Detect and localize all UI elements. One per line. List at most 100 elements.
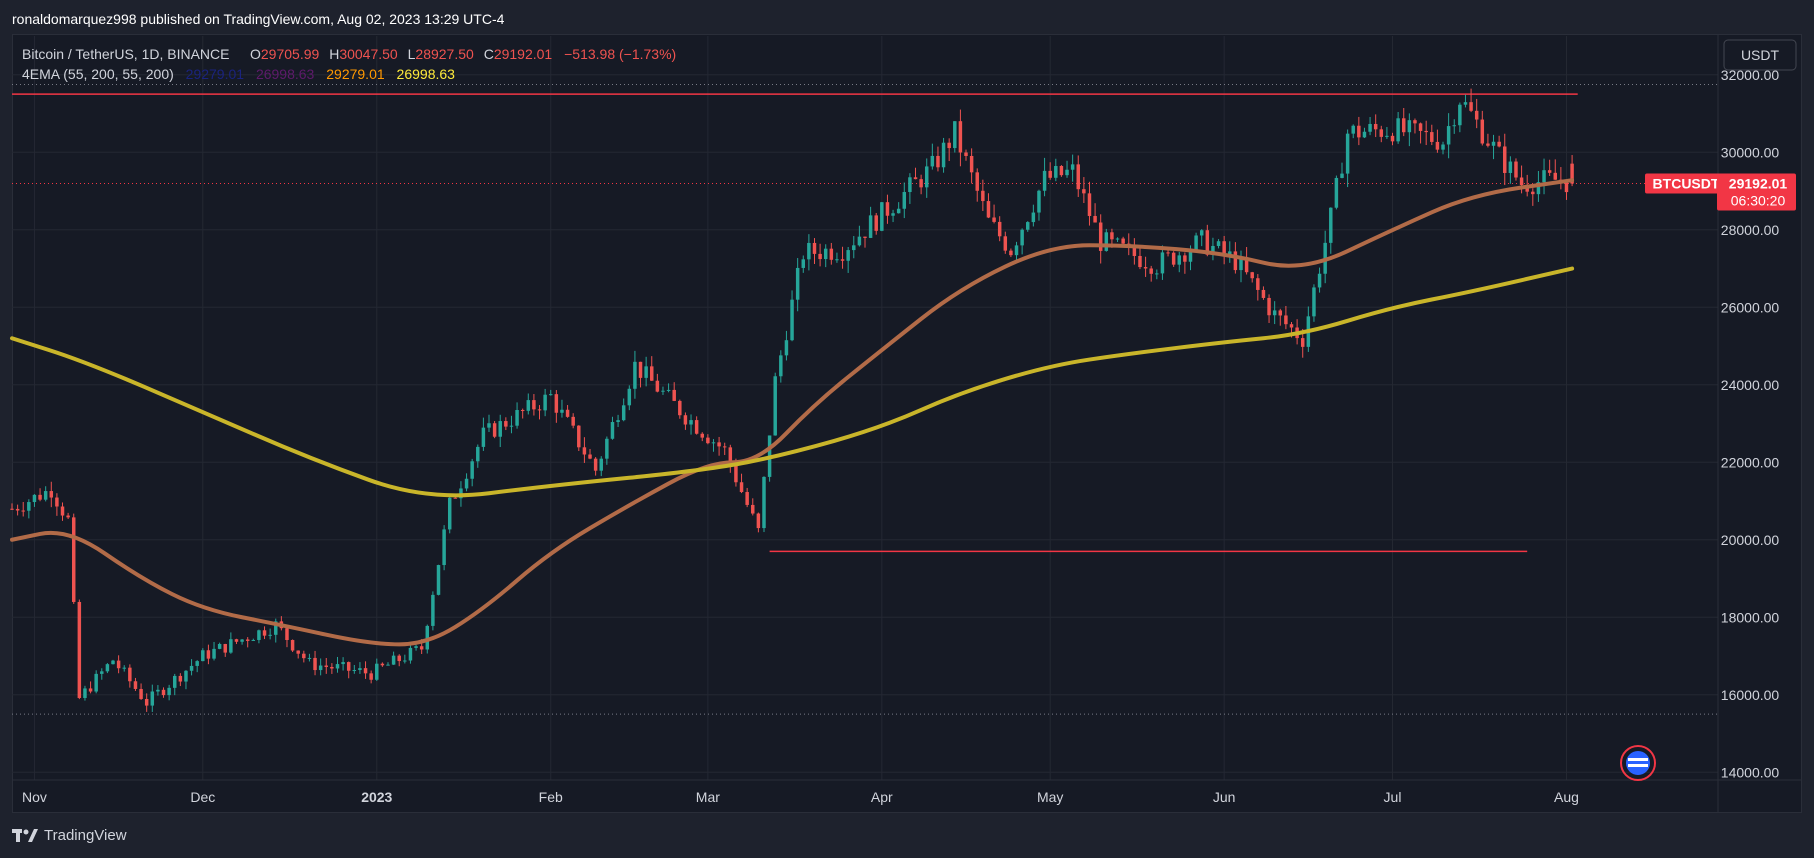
candle-body [212, 648, 216, 659]
price-tick-label: 32000.00 [1721, 67, 1780, 83]
candle-body [941, 142, 946, 168]
candle-body [307, 657, 312, 659]
candle-body [818, 253, 822, 260]
candle-body [700, 433, 704, 438]
tradingview-mark-icon [12, 828, 38, 842]
candle-body [908, 177, 912, 193]
candle-body [1531, 191, 1535, 195]
candle-body [621, 405, 626, 421]
candle-body [1031, 212, 1036, 223]
candle-body [375, 663, 379, 680]
candle-body [1104, 232, 1109, 251]
candle-body [15, 508, 20, 511]
candle-body [346, 662, 351, 671]
candle-body [1424, 130, 1428, 133]
change-value: −513.98 (−1.73%) [564, 46, 676, 62]
candle-body [919, 179, 923, 188]
price-tick-label: 18000.00 [1721, 609, 1780, 625]
candle-body [1368, 123, 1372, 132]
candle-body [1082, 189, 1086, 194]
indicator-legend[interactable]: 4EMA (55, 200, 55, 200) 29279.01 26998.6… [22, 66, 455, 82]
candle-body [447, 497, 452, 530]
candle-body [981, 190, 985, 202]
candle-body [1132, 244, 1137, 256]
indicator-value-2: 26998.63 [256, 66, 315, 82]
candle-body [1272, 310, 1277, 316]
us-flag-event-icon[interactable] [1620, 745, 1656, 781]
candle-body [672, 389, 676, 401]
candle-body [801, 259, 806, 268]
candle-body [100, 671, 104, 674]
candle-body [1048, 170, 1052, 178]
candle-body [706, 437, 710, 444]
candle-body [924, 166, 929, 188]
candle-body [369, 673, 373, 680]
ohlc-readout: O29705.99 H30047.50 L28927.50 C29192.01 … [250, 46, 676, 62]
candle-body [206, 650, 211, 659]
candle-body [1463, 102, 1468, 105]
candle-body [857, 236, 862, 246]
candle-body [1317, 273, 1322, 288]
candle-body [397, 655, 401, 662]
candle-body [38, 494, 42, 500]
candle-body [1244, 258, 1249, 273]
candle-body [116, 660, 121, 669]
candle-body [543, 394, 547, 411]
candle-body [217, 644, 222, 649]
price-tick-label: 24000.00 [1721, 377, 1780, 393]
candle-body [1300, 338, 1305, 347]
candle-body [251, 639, 256, 641]
candle-body [1486, 143, 1490, 146]
candle-body [1267, 297, 1271, 316]
time-tick-label: Dec [190, 789, 215, 805]
tradingview-logo[interactable]: TradingView [12, 827, 127, 844]
candle-body [1570, 163, 1574, 184]
candle-body [852, 245, 856, 251]
candle-body [324, 665, 329, 667]
candle-body [1413, 120, 1417, 124]
candle-body [1373, 123, 1378, 130]
candle-body [229, 639, 233, 653]
candle-body [1312, 287, 1316, 317]
candle-body [43, 491, 48, 500]
candle-body [262, 630, 267, 636]
open-value: 29705.99 [261, 46, 320, 62]
candle-body [526, 400, 531, 411]
candle-body [436, 565, 441, 595]
candle-body [285, 628, 289, 641]
time-tick-label: Jun [1213, 789, 1236, 805]
candle-body [779, 355, 783, 377]
candle-body [997, 221, 1002, 237]
time-tick-label: Feb [539, 789, 563, 805]
candle-body [161, 689, 166, 696]
symbol-title[interactable]: Bitcoin / TetherUS, 1D, BINANCE [22, 46, 229, 62]
candle-body [1474, 110, 1479, 120]
candle-body [476, 446, 480, 462]
candle-body [745, 492, 749, 505]
candle-body [947, 142, 951, 149]
candle-body [1497, 141, 1501, 147]
candle-body [1070, 164, 1075, 170]
currency-button[interactable]: USDT [1723, 39, 1797, 71]
candle-body [1514, 161, 1518, 178]
candle-body [245, 639, 250, 641]
candle-body [1401, 118, 1406, 133]
candle-body [105, 664, 110, 672]
candle-body [874, 215, 878, 231]
candle-body [638, 361, 643, 378]
candle-body [122, 667, 126, 669]
candle-body [1469, 102, 1473, 111]
candle-body [773, 376, 777, 436]
candle-body [896, 208, 901, 214]
candle-body [829, 248, 834, 260]
high-value: 30047.50 [339, 46, 398, 62]
candle-body [1087, 193, 1092, 216]
candle-body [554, 394, 559, 413]
candle-body [953, 121, 957, 149]
candle-body [1149, 268, 1153, 274]
candle-body [1093, 215, 1097, 223]
candle-body [1171, 252, 1176, 265]
candle-body [1385, 135, 1389, 137]
candle-body [1261, 289, 1266, 298]
